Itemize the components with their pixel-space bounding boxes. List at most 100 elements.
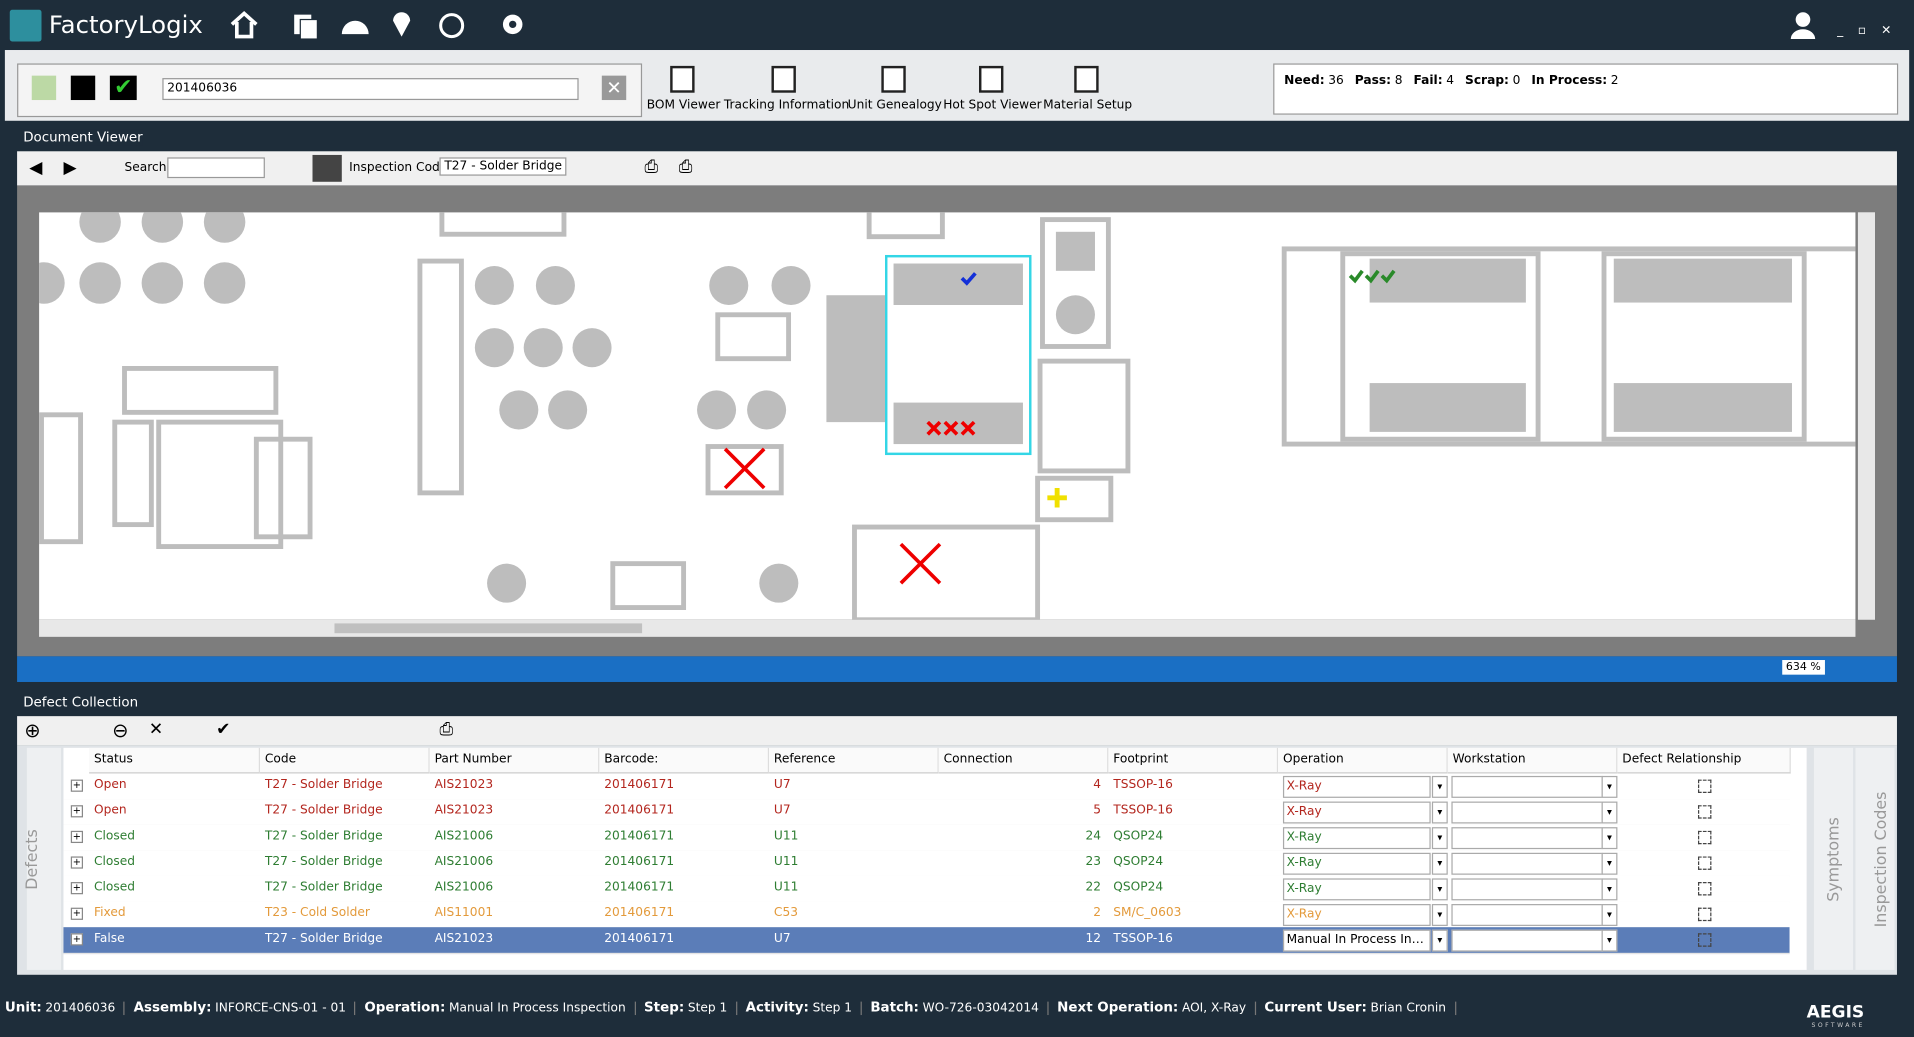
dropdown-arrow[interactable]: ▾	[1431, 878, 1448, 901]
toolbar-button[interactable]: BOM Viewer	[623, 63, 745, 117]
dropdown-arrow[interactable]: ▾	[1431, 929, 1448, 952]
status-value: Brian Cronin	[1370, 1002, 1456, 1016]
cell[interactable]: X-Ray	[1282, 827, 1431, 850]
column-header[interactable]: Connection	[938, 747, 1109, 774]
dropdown-arrow[interactable]: ▾	[1601, 878, 1618, 901]
relationship-icon[interactable]	[1697, 907, 1712, 922]
dropdown-arrow[interactable]: ▾	[1601, 904, 1618, 926]
vertical-scrollbar[interactable]	[1857, 212, 1875, 620]
pause-button[interactable]	[70, 75, 96, 101]
cell: SM/C_0603	[1113, 906, 1182, 920]
toolbar-button[interactable]: Unit Genealogy	[834, 63, 956, 117]
column-header[interactable]: Status	[89, 747, 261, 774]
cell: 201406171	[604, 906, 675, 920]
column-header[interactable]: Reference	[769, 747, 939, 774]
dropdown-arrow[interactable]: ▾	[1431, 852, 1448, 875]
relationship-icon[interactable]	[1697, 933, 1712, 947]
dropdown-arrow[interactable]: ▾	[1431, 775, 1448, 798]
cell: 201406171	[604, 932, 675, 946]
cell[interactable]: X-Ray	[1282, 878, 1431, 901]
print-button[interactable]: ⎙	[644, 157, 659, 177]
column-header[interactable]: Part Number	[429, 747, 600, 774]
toolbar-button[interactable]: Tracking Information	[724, 63, 849, 117]
workstation-input[interactable]	[1451, 775, 1603, 798]
dropdown-arrow[interactable]: ▾	[1431, 904, 1448, 926]
unit-input[interactable]: 201406036	[162, 78, 579, 101]
scroll-thumb[interactable]	[334, 623, 643, 634]
zoom-level[interactable]: 634 %	[1782, 660, 1825, 675]
expand-toggle[interactable]: +	[70, 907, 84, 920]
settings-button[interactable]	[312, 154, 342, 182]
relationship-icon[interactable]	[1697, 779, 1712, 793]
dropdown-arrow[interactable]: ▾	[1601, 929, 1618, 952]
complete-button[interactable]: ✔	[109, 75, 137, 101]
expand-toggle[interactable]: +	[70, 805, 84, 818]
window-controls[interactable]: _ ▫ ✕	[1788, 10, 1910, 42]
print-button[interactable]: ⎙	[678, 157, 693, 177]
relationship-icon[interactable]	[1697, 882, 1712, 896]
side-tab[interactable]: Symptoms	[1813, 747, 1854, 970]
horizontal-scrollbar[interactable]	[39, 619, 1856, 637]
workstation-input[interactable]	[1451, 852, 1603, 875]
column-header[interactable]: Footprint	[1108, 747, 1279, 774]
cell[interactable]: X-Ray	[1282, 801, 1431, 824]
logo-icon	[9, 9, 42, 42]
relationship-icon[interactable]	[1697, 830, 1712, 845]
count-value: 8	[1394, 74, 1403, 88]
column-header[interactable]: Code	[260, 747, 430, 774]
nav-icons[interactable]	[226, 7, 543, 44]
column-header[interactable]: Defect Relationship	[1617, 747, 1791, 774]
dropdown-arrow[interactable]: ▾	[1601, 827, 1618, 850]
cell[interactable]: Manual In Process Inspec...	[1282, 929, 1431, 952]
play-button[interactable]	[31, 75, 57, 101]
status-label: Assembly:	[133, 999, 212, 1016]
status-value: 201406036	[45, 1002, 126, 1016]
print-button[interactable]: ⎙	[439, 719, 454, 740]
column-header[interactable]: Barcode:	[599, 747, 770, 774]
workstation-input[interactable]	[1451, 801, 1603, 824]
workstation-input[interactable]	[1451, 827, 1603, 850]
cell[interactable]: X-Ray	[1282, 852, 1431, 875]
search-input[interactable]	[167, 157, 265, 179]
toolbar-button[interactable]: Hot Spot Viewer	[931, 63, 1053, 117]
pcb-image	[39, 212, 1856, 620]
delete-button[interactable]: ✕	[148, 719, 164, 740]
dropdown-arrow[interactable]: ▾	[1601, 775, 1618, 798]
side-tab[interactable]: Inspection Codes	[1855, 747, 1895, 970]
side-tab-label: Defects	[23, 829, 42, 890]
dropdown-arrow[interactable]: ▾	[1431, 827, 1448, 850]
brand: AEGIS	[1806, 1002, 1865, 1023]
remove-button[interactable]: ⊖	[112, 718, 129, 742]
inspection-code-label: Inspection Code	[349, 161, 448, 175]
dropdown-arrow[interactable]: ▾	[1601, 801, 1618, 824]
expand-toggle[interactable]: +	[70, 779, 84, 792]
relationship-icon[interactable]	[1697, 805, 1712, 819]
clear-button[interactable]: ✕	[601, 75, 627, 101]
back-button[interactable]: ◀	[29, 158, 43, 179]
workstation-input[interactable]	[1451, 878, 1603, 901]
expand-toggle[interactable]: +	[70, 856, 84, 869]
relationship-icon[interactable]	[1697, 856, 1712, 870]
forward-button[interactable]: ▶	[63, 158, 77, 179]
accept-button[interactable]: ✔	[216, 719, 231, 740]
add-button[interactable]: ⊕	[24, 718, 41, 742]
cell: 22	[1085, 880, 1102, 895]
counts-panel: Need: 36 Pass: 8 Fail: 4 Scrap: 0 In Process: 2	[1273, 63, 1899, 115]
side-tab[interactable]: Defects	[23, 747, 62, 970]
expand-toggle[interactable]: +	[70, 830, 84, 844]
expand-toggle[interactable]: +	[70, 882, 84, 895]
workstation-input[interactable]	[1451, 929, 1603, 952]
toolbar-button[interactable]: Material Setup	[1027, 63, 1149, 117]
dropdown-arrow[interactable]: ▾	[1601, 852, 1618, 875]
expand-toggle[interactable]: +	[70, 933, 84, 946]
workstation-input[interactable]	[1451, 904, 1603, 926]
cell: U11	[773, 855, 799, 869]
column-header[interactable]: Operation	[1278, 747, 1448, 774]
inspection-code[interactable]: T27 - Solder Bridge	[439, 157, 567, 176]
cell[interactable]: X-Ray	[1282, 775, 1431, 798]
dropdown-arrow[interactable]: ▾	[1431, 801, 1448, 824]
column-header[interactable]: Workstation	[1447, 747, 1618, 774]
cell[interactable]: X-Ray	[1282, 904, 1431, 926]
cell: Closed	[93, 880, 136, 895]
cell: Fixed	[93, 906, 126, 920]
